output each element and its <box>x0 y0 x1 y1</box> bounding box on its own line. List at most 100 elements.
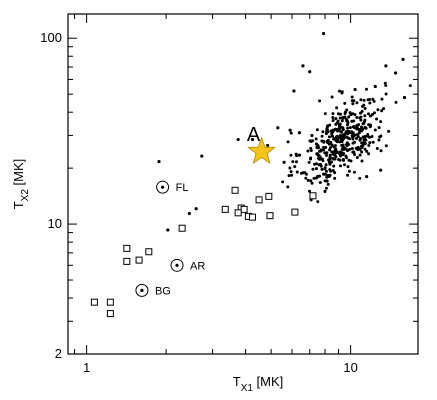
dot-marker <box>363 106 367 110</box>
dot-marker <box>307 189 311 193</box>
dot-marker <box>341 158 345 162</box>
dot-marker <box>371 97 375 101</box>
dot-marker <box>367 144 371 148</box>
dot-marker <box>367 112 371 116</box>
square-marker <box>265 192 273 200</box>
dot-marker <box>346 126 350 130</box>
dot-marker <box>310 134 314 138</box>
dot-marker <box>350 99 354 103</box>
dot-marker <box>333 171 337 175</box>
dot-marker <box>309 148 313 152</box>
y-tick-label: 10 <box>48 216 62 231</box>
dot-marker <box>315 128 319 132</box>
dot-marker <box>375 117 379 121</box>
dot-marker <box>365 175 369 179</box>
dot-marker <box>362 98 366 102</box>
square-marker <box>123 257 131 265</box>
dot-marker <box>323 166 327 170</box>
dot-marker <box>309 179 313 183</box>
square-marker <box>178 224 186 232</box>
dot-marker <box>287 174 291 178</box>
dot-marker <box>338 129 342 133</box>
square-marker <box>266 212 274 220</box>
circled-dot-center <box>140 288 144 292</box>
dot-marker <box>355 123 359 127</box>
dot-marker <box>266 143 270 148</box>
dot-marker <box>320 134 324 138</box>
square-marker <box>309 192 317 200</box>
dot-marker <box>379 120 383 124</box>
dot-marker <box>360 141 364 145</box>
dot-marker <box>364 87 368 91</box>
dot-marker <box>340 147 344 151</box>
dot-marker <box>354 136 358 140</box>
dot-marker <box>331 118 335 122</box>
dot-marker <box>331 112 335 116</box>
dot-marker <box>358 111 362 115</box>
dot-marker <box>356 135 360 139</box>
dot-marker <box>358 138 362 142</box>
dot-marker <box>331 134 335 138</box>
circled-dot-center <box>161 185 165 189</box>
square-marker <box>221 205 229 213</box>
dot-marker <box>332 164 336 168</box>
dot-marker <box>342 163 346 167</box>
dot-marker <box>326 182 330 186</box>
dot-marker <box>384 92 388 96</box>
dot-marker <box>304 172 308 176</box>
dot-marker <box>306 178 310 182</box>
square-marker <box>249 213 257 221</box>
dot-marker <box>345 143 349 147</box>
circled-dot-marker <box>170 258 184 272</box>
dot-marker <box>250 137 255 142</box>
dot-marker <box>321 159 325 163</box>
dot-marker <box>373 128 377 132</box>
dot-marker <box>372 111 376 115</box>
dot-marker <box>368 101 372 105</box>
dot-marker <box>358 153 362 157</box>
dot-marker <box>359 118 363 122</box>
dot-marker <box>341 128 345 132</box>
dot-marker <box>348 147 352 151</box>
dot-marker <box>322 172 326 176</box>
dot-marker <box>291 160 295 164</box>
dot-marker <box>387 129 391 133</box>
dot-marker <box>331 168 335 172</box>
dot-marker <box>333 176 337 180</box>
dot-marker <box>323 179 327 183</box>
dot-marker <box>355 155 359 159</box>
dot-marker <box>333 127 337 131</box>
dot-marker <box>289 131 293 135</box>
dot-marker <box>378 135 382 139</box>
dot-marker <box>309 156 313 160</box>
dot-marker <box>361 143 365 147</box>
dot-marker <box>360 159 364 163</box>
square-marker <box>135 256 143 264</box>
dot-marker <box>325 151 329 155</box>
dot-marker <box>380 109 384 113</box>
dot-marker <box>364 126 368 130</box>
dot-marker <box>370 112 374 116</box>
dot-marker <box>166 228 170 232</box>
dot-marker <box>289 153 293 157</box>
dot-marker <box>362 120 366 124</box>
dot-marker <box>312 176 316 180</box>
dot-marker <box>347 158 351 162</box>
dot-marker <box>304 176 308 180</box>
dot-marker <box>324 146 328 150</box>
dot-marker <box>354 146 358 150</box>
dot-marker <box>315 145 319 149</box>
circled-dot-marker <box>135 283 149 297</box>
data-marks <box>90 31 412 318</box>
dot-marker <box>340 140 344 144</box>
dot-marker <box>308 70 312 74</box>
dot-marker <box>352 119 356 123</box>
dot-marker <box>321 130 325 134</box>
dot-marker <box>341 143 345 147</box>
dot-marker <box>347 143 351 147</box>
dot-marker <box>369 124 373 128</box>
dot-marker <box>320 167 324 171</box>
dot-marker <box>360 129 364 133</box>
dot-marker <box>318 181 322 185</box>
dot-marker <box>318 162 322 166</box>
